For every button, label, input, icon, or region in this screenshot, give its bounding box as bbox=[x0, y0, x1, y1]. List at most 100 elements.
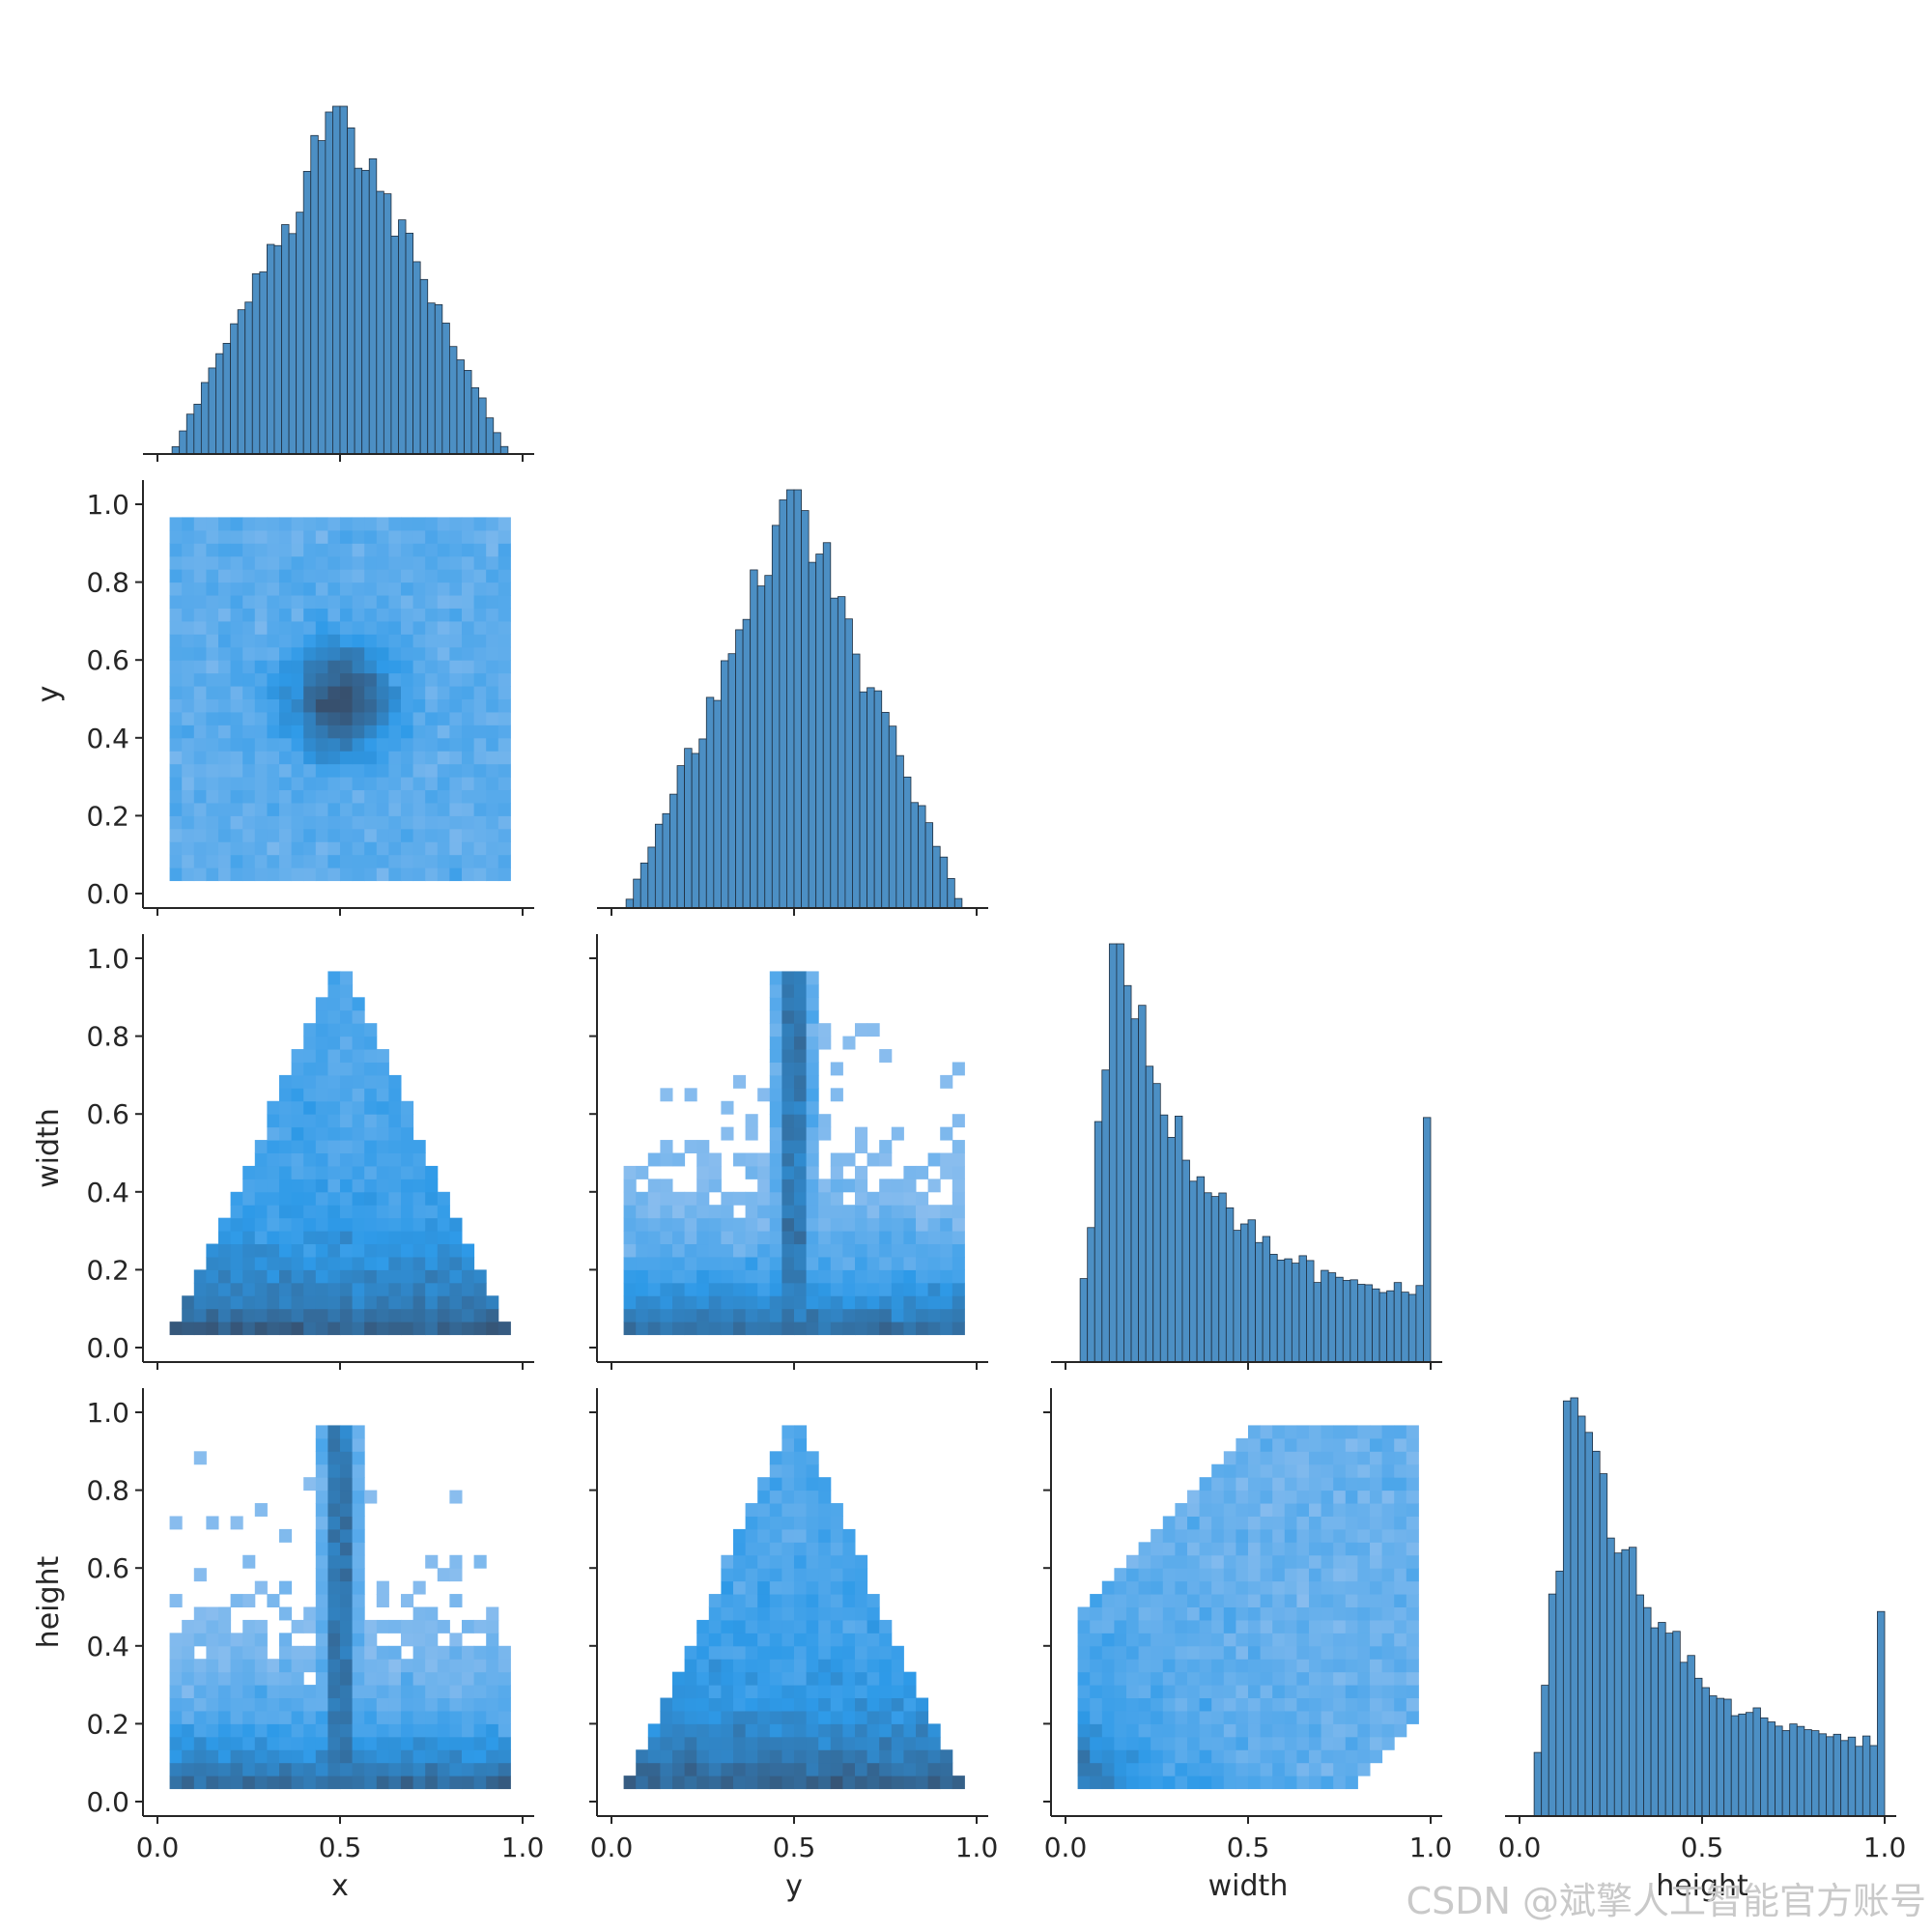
diag-hist-y bbox=[625, 489, 963, 909]
hist2d-cell bbox=[1406, 1685, 1419, 1699]
hist2d-cell bbox=[169, 841, 183, 856]
hist2d-cell bbox=[303, 1049, 317, 1063]
hist2d-cell bbox=[1345, 1516, 1358, 1530]
hist2d-cell bbox=[952, 1179, 965, 1193]
hist2d-cell bbox=[218, 517, 232, 531]
hist2d-cell bbox=[267, 672, 280, 687]
hist2d-cell bbox=[340, 711, 354, 725]
hist2d-cell bbox=[182, 569, 195, 583]
hist2d-cell bbox=[769, 1256, 782, 1270]
hist2d-cell bbox=[486, 1736, 499, 1750]
hist2d-cell bbox=[315, 1217, 328, 1232]
hist2d-cell bbox=[315, 1776, 328, 1790]
hist2d-cell bbox=[721, 1100, 734, 1115]
hist2d-cell bbox=[1321, 1710, 1334, 1724]
hist2d-cell bbox=[879, 1243, 893, 1258]
hist2d-cell bbox=[1260, 1606, 1273, 1621]
hist2d-cell bbox=[1248, 1685, 1262, 1699]
hist2d-cell bbox=[830, 1697, 843, 1712]
hist2d-cell bbox=[315, 543, 328, 557]
hist2d-cell bbox=[315, 620, 328, 635]
hist2d-cell bbox=[1260, 1451, 1273, 1465]
hist2d-cell bbox=[1284, 1477, 1297, 1492]
hist2d-cell bbox=[462, 777, 475, 791]
hist-bar bbox=[1775, 1725, 1783, 1817]
hist2d-cell bbox=[352, 1114, 365, 1128]
hist2d-cell bbox=[1381, 1606, 1395, 1621]
hist2d-cell bbox=[303, 660, 317, 674]
hist2d-cell bbox=[830, 1542, 843, 1556]
hist2d-cell bbox=[218, 751, 232, 765]
hist2d-cell bbox=[733, 1723, 747, 1738]
hist2d-cell bbox=[169, 686, 183, 699]
hist2d-cell bbox=[733, 1568, 747, 1582]
hist2d-cell bbox=[1199, 1580, 1212, 1595]
hist2d-cell bbox=[1272, 1594, 1286, 1607]
hist2d-cell bbox=[721, 1710, 734, 1724]
hist2d-cell bbox=[230, 1710, 243, 1724]
hist2d-cell bbox=[1345, 1528, 1358, 1543]
hist2d-cell bbox=[1394, 1685, 1407, 1699]
hist2d-cell bbox=[388, 1749, 402, 1764]
hist2d-cell bbox=[388, 672, 402, 687]
hist2d-cell bbox=[279, 1217, 293, 1232]
hist2d-cell bbox=[218, 1308, 232, 1322]
hist2d-cell bbox=[218, 1243, 232, 1258]
hist2d-cell bbox=[1236, 1685, 1249, 1699]
hist-bar bbox=[932, 845, 941, 909]
hist2d-cell bbox=[855, 1140, 868, 1153]
hist2d-cell bbox=[1406, 1554, 1419, 1569]
hist2d-cell bbox=[291, 789, 304, 804]
hist2d-cell bbox=[891, 1671, 904, 1686]
hist2d-cell bbox=[818, 1308, 832, 1322]
hist2d-cell bbox=[279, 1295, 293, 1310]
hist-bar bbox=[1811, 1730, 1820, 1817]
hist2d-cell bbox=[437, 1295, 450, 1310]
hist2d-cell bbox=[1284, 1568, 1297, 1582]
hist2d-cell bbox=[781, 1645, 795, 1660]
hist2d-cell bbox=[1333, 1503, 1347, 1517]
hist2d-cell bbox=[254, 1685, 268, 1699]
hist2d-cell bbox=[267, 802, 280, 816]
hist2d-cell bbox=[364, 751, 378, 765]
hist2d-cell bbox=[182, 672, 195, 687]
hist2d-cell bbox=[1211, 1516, 1225, 1530]
hist2d-cell bbox=[636, 1282, 649, 1296]
hist2d-cell bbox=[806, 1088, 819, 1102]
hist2d-cell bbox=[794, 1619, 808, 1634]
hist2d-cell bbox=[952, 1308, 965, 1322]
hist2d-cell bbox=[303, 1062, 317, 1076]
hist-bar bbox=[499, 445, 509, 455]
hist2d-cell bbox=[364, 1126, 378, 1141]
hist2d-cell bbox=[745, 1762, 758, 1776]
hist2d-cell bbox=[830, 1633, 843, 1647]
hist2d-cell bbox=[291, 1074, 304, 1089]
hist2d-cell bbox=[486, 517, 499, 531]
hist2d-cell bbox=[879, 1308, 893, 1322]
hist2d-cell bbox=[193, 543, 207, 557]
hist2d-cell bbox=[1162, 1697, 1176, 1712]
hist2d-cell bbox=[267, 737, 280, 752]
hist2d-cell bbox=[684, 1736, 697, 1750]
hist2d-cell bbox=[291, 1243, 304, 1258]
hist-bar bbox=[1407, 1293, 1417, 1363]
hist2d-cell bbox=[425, 1231, 439, 1245]
hist2d-cell bbox=[623, 1282, 637, 1296]
hist2d-cell bbox=[842, 1542, 856, 1556]
hist2d-cell bbox=[340, 1114, 354, 1128]
hist2d-cell bbox=[315, 1723, 328, 1738]
hist2d-cell bbox=[376, 1308, 389, 1322]
hist2d-cell bbox=[169, 698, 183, 713]
hist2d-cell bbox=[254, 1645, 268, 1660]
hist2d-cell bbox=[449, 1749, 463, 1764]
hist2d-cell bbox=[1370, 1619, 1383, 1634]
hist2d-cell bbox=[721, 1231, 734, 1245]
hist2d-cell bbox=[1284, 1580, 1297, 1595]
hist2d-cell bbox=[708, 1736, 722, 1750]
hist2d-cell bbox=[206, 1659, 219, 1673]
hist2d-cell bbox=[279, 1205, 293, 1219]
hist2d-cell bbox=[769, 1542, 782, 1556]
hist2d-cell bbox=[1284, 1723, 1297, 1738]
hist2d-cell bbox=[425, 1659, 439, 1673]
hist2d-cell bbox=[425, 854, 439, 868]
